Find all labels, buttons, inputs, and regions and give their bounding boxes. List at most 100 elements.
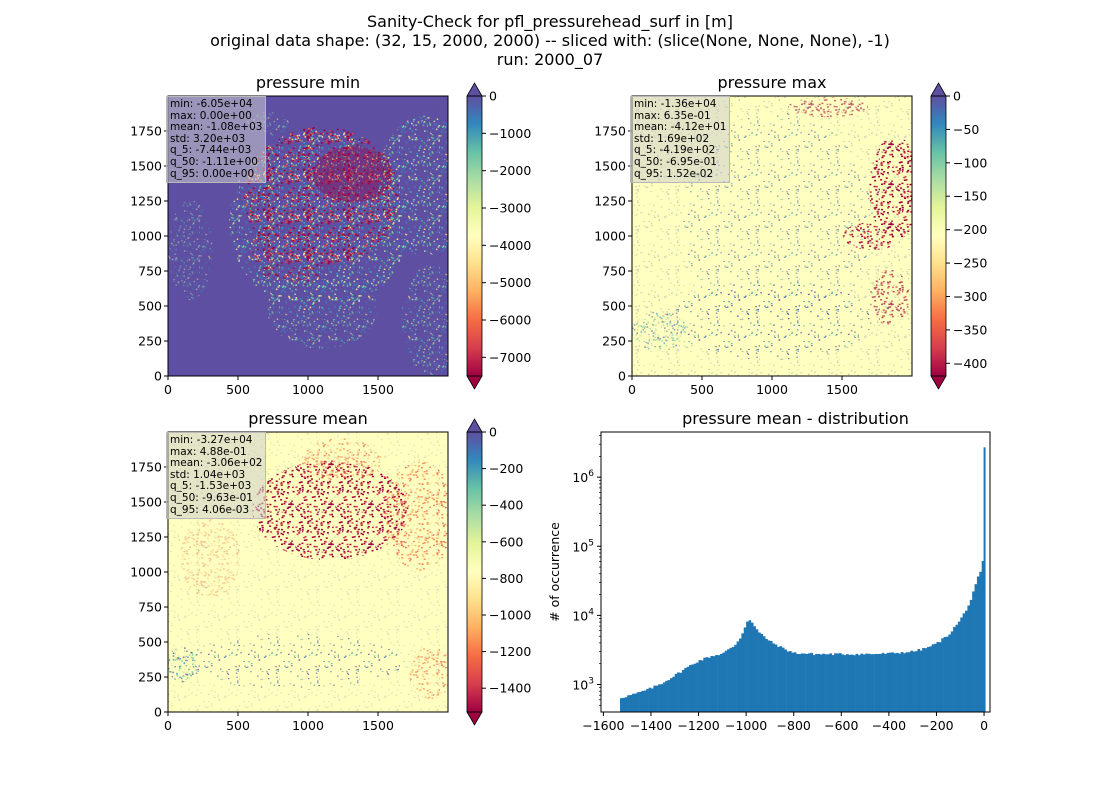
colorbar-tick-label: −400 (489, 498, 523, 513)
histogram-bar (743, 627, 747, 712)
histogram-bar (962, 613, 966, 712)
histogram-bar (881, 652, 885, 712)
histogram-bar (679, 672, 683, 712)
panel-title: pressure min (256, 73, 360, 92)
histogram-bar (662, 682, 666, 712)
histogram-bar (634, 693, 637, 712)
histogram-bar (703, 657, 706, 712)
colorbar-tick-label: −2000 (489, 163, 531, 178)
histogram-bar (838, 653, 842, 712)
stats-line: q_50: -6.95e-01 (634, 155, 717, 168)
histogram-bar (784, 649, 787, 712)
colorbar-tick-label: −1000 (489, 126, 531, 141)
x-tick-label: −200 (919, 718, 953, 733)
histogram-bar (691, 664, 695, 712)
histogram-bar (629, 695, 633, 712)
map-region (788, 97, 868, 118)
histogram-bar (950, 631, 954, 712)
x-tick-label: −1400 (630, 718, 672, 733)
histogram-bar (969, 599, 973, 712)
histogram-bar (853, 655, 856, 712)
stats-line: min: -1.36e+04 (634, 98, 717, 110)
histogram-bar (696, 662, 699, 712)
y-tick-base: 10 (572, 608, 588, 623)
map-region (409, 646, 448, 699)
histogram-bar (786, 651, 790, 712)
map-region (184, 633, 404, 690)
histogram-bar (620, 698, 623, 712)
suptitle-line: run: 2000_07 (496, 50, 604, 69)
x-tick-label: −600 (824, 718, 858, 733)
histogram-bar (772, 643, 775, 712)
colorbar-tick-label: −150 (953, 189, 987, 204)
histogram-bar (734, 644, 737, 712)
histogram-bar (905, 652, 909, 712)
histogram-bar (824, 654, 828, 712)
histogram-bar (910, 650, 913, 712)
histogram-bar (872, 654, 875, 712)
map-region (180, 518, 240, 598)
stats-line: q_50: -9.63e-01 (170, 491, 253, 504)
y-tick-label: 104 (572, 607, 594, 623)
x-tick-label: 0 (980, 718, 988, 733)
map-region (869, 136, 912, 241)
y-tick-label: 106 (572, 469, 594, 485)
histogram-bar (893, 653, 897, 712)
stats-line: max: 0.00e+00 (170, 109, 252, 122)
x-tick-label: 0 (164, 382, 172, 397)
colorbar-frame (930, 95, 947, 377)
y-tick-label: 750 (602, 264, 626, 279)
histogram-bar (750, 622, 754, 712)
colorbar-tick-label: 0 (489, 425, 497, 440)
colorbar-extend-min (930, 375, 947, 390)
histogram-bar (705, 657, 709, 712)
stats-line: mean: -4.12e+01 (634, 121, 727, 134)
histogram-bar (636, 692, 640, 712)
stats-line: std: 1.04e+03 (170, 468, 246, 481)
histogram-bar (684, 667, 687, 712)
histogram-bar (667, 680, 671, 712)
y-tick-label: 1250 (130, 530, 162, 545)
y-tick-label: 1000 (130, 229, 162, 244)
y-tick-label: 1750 (130, 460, 162, 475)
histogram-bar (822, 653, 825, 712)
histogram-bar (898, 653, 902, 712)
histogram-bar (791, 652, 795, 712)
histogram-bar (800, 653, 804, 712)
histogram-bar (672, 676, 676, 712)
x-tick-label: 1500 (362, 718, 394, 733)
stats-line: max: 6.35e-01 (634, 109, 711, 122)
colorbar (467, 432, 482, 712)
stats-line: std: 1.69e+02 (634, 132, 710, 145)
x-tick-label: 1000 (292, 718, 324, 733)
histogram-bar (658, 684, 661, 712)
map-region (672, 280, 872, 360)
histogram-bar (917, 648, 921, 712)
histogram-bar (710, 655, 714, 712)
y-tick-label: 0 (618, 369, 626, 384)
histogram-bar (712, 656, 716, 712)
histogram-bar (774, 644, 778, 712)
colorbar-tick-label: −800 (489, 571, 523, 586)
stats-line: min: -6.05e+04 (170, 98, 253, 110)
histogram-bar (798, 654, 802, 712)
stats-line: q_5: -1.53e+03 (170, 480, 252, 493)
histogram-bar (622, 697, 626, 712)
histogram-bar (655, 685, 659, 712)
x-tick-label: 500 (226, 382, 250, 397)
x-tick-label: 1000 (292, 382, 324, 397)
panel-title: pressure max (717, 73, 826, 92)
histogram-bar (834, 653, 837, 712)
histogram-bar (938, 642, 942, 712)
histogram-bar (700, 660, 704, 712)
y-tick-label: 0 (154, 369, 162, 384)
map-region (869, 269, 910, 326)
stats-line: min: -3.27e+04 (170, 434, 253, 446)
histogram-bar (929, 646, 933, 712)
histogram-bar (869, 654, 873, 712)
y-tick-label: 1500 (130, 495, 162, 510)
histogram-bar (857, 655, 861, 712)
stats-line: std: 3.20e+03 (170, 132, 246, 145)
histogram-bar (753, 626, 756, 712)
histogram-bar (972, 591, 975, 712)
